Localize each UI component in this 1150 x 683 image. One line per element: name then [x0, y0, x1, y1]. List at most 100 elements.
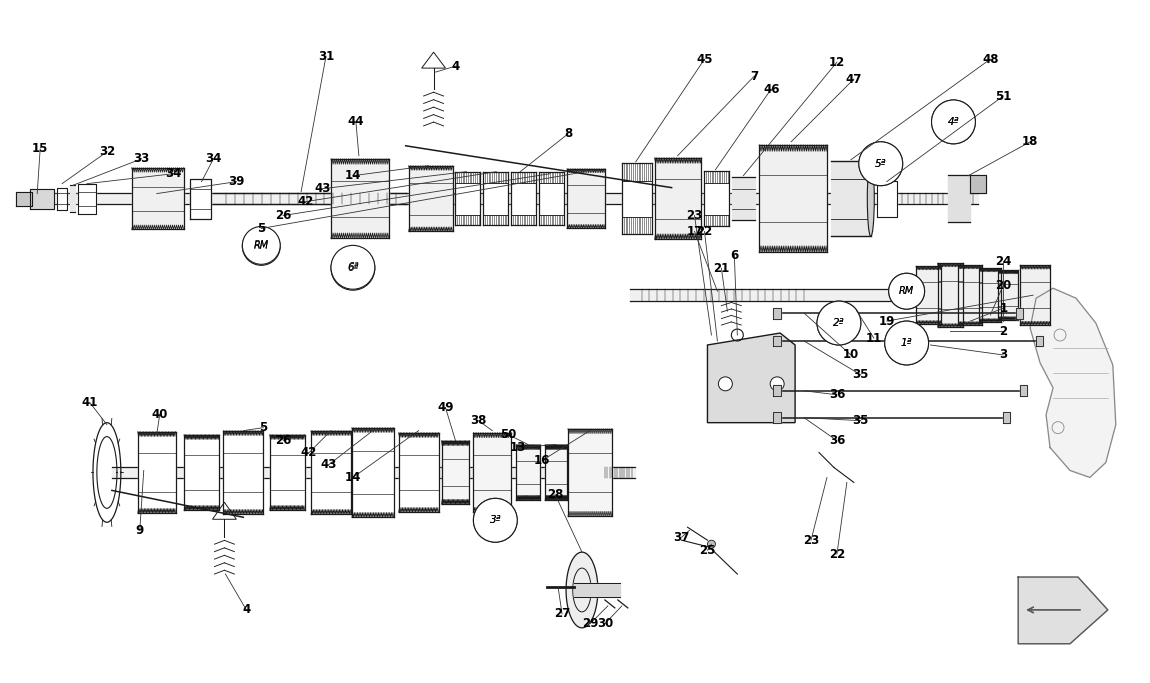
Polygon shape [1018, 577, 1107, 644]
Text: 4: 4 [243, 603, 251, 616]
Polygon shape [707, 333, 795, 423]
Text: 35: 35 [852, 414, 869, 427]
Text: 17: 17 [687, 225, 703, 238]
Circle shape [889, 273, 925, 309]
Text: 2ª: 2ª [833, 318, 844, 328]
Text: 18: 18 [1022, 135, 1038, 148]
Text: 25: 25 [699, 544, 715, 557]
Text: 48: 48 [982, 53, 998, 66]
Text: 36: 36 [829, 434, 845, 447]
Text: 12: 12 [829, 55, 845, 68]
Text: 26: 26 [275, 434, 291, 447]
Text: 14: 14 [345, 169, 361, 182]
Circle shape [859, 142, 903, 186]
Text: 31: 31 [317, 50, 335, 63]
Text: 6: 6 [730, 249, 738, 262]
Text: 42: 42 [298, 195, 314, 208]
Circle shape [770, 377, 784, 391]
Text: 41: 41 [82, 396, 98, 409]
Text: 22: 22 [829, 548, 845, 561]
Text: 43: 43 [315, 182, 331, 195]
Text: 4ª: 4ª [948, 117, 959, 127]
Text: 44: 44 [347, 115, 365, 128]
Text: 50: 50 [500, 428, 516, 441]
Text: 14: 14 [345, 471, 361, 484]
Circle shape [243, 227, 281, 265]
Text: 22: 22 [697, 225, 713, 238]
Polygon shape [566, 552, 598, 628]
Text: 6ª: 6ª [347, 262, 359, 273]
Text: 4ª: 4ª [948, 117, 959, 127]
Circle shape [474, 499, 518, 542]
Text: 27: 27 [554, 607, 570, 620]
Text: 4: 4 [451, 59, 460, 72]
Text: 5ª: 5ª [875, 158, 887, 169]
Text: 32: 32 [99, 145, 115, 158]
Text: 8: 8 [564, 127, 573, 140]
Text: 45: 45 [696, 53, 713, 66]
Text: 5: 5 [258, 222, 266, 235]
Text: 3ª: 3ª [490, 515, 501, 525]
Text: 15: 15 [32, 142, 48, 155]
Text: 10: 10 [843, 348, 859, 361]
Text: RM: RM [899, 286, 914, 296]
Text: RM: RM [254, 240, 269, 251]
Text: 36: 36 [829, 388, 845, 402]
Text: RM: RM [254, 241, 269, 251]
Text: 23: 23 [803, 533, 819, 546]
Text: 26: 26 [275, 209, 291, 222]
Text: 2: 2 [999, 324, 1007, 337]
Text: 49: 49 [437, 401, 454, 414]
Text: 19: 19 [879, 315, 895, 328]
Circle shape [932, 100, 975, 144]
Text: 5: 5 [259, 421, 268, 434]
Text: 21: 21 [713, 262, 729, 275]
Circle shape [816, 301, 861, 345]
Text: 43: 43 [321, 458, 337, 471]
Circle shape [884, 321, 928, 365]
Circle shape [859, 142, 903, 186]
Text: 51: 51 [995, 89, 1012, 102]
Text: 47: 47 [845, 72, 862, 85]
Text: 23: 23 [687, 209, 703, 222]
Text: 5ª: 5ª [875, 158, 887, 169]
Text: 35: 35 [852, 368, 869, 381]
Text: 1ª: 1ª [900, 338, 912, 348]
Text: 24: 24 [995, 255, 1012, 268]
Text: 1ª: 1ª [900, 338, 912, 348]
Circle shape [707, 540, 715, 548]
Text: 3: 3 [999, 348, 1007, 361]
Circle shape [719, 377, 733, 391]
Text: 1: 1 [999, 302, 1007, 315]
Ellipse shape [867, 161, 874, 236]
Circle shape [331, 245, 375, 289]
Text: 34: 34 [166, 167, 182, 180]
Text: 33: 33 [133, 152, 150, 165]
Text: 20: 20 [995, 279, 1011, 292]
Circle shape [884, 321, 928, 365]
Text: 9: 9 [136, 524, 144, 537]
Text: 13: 13 [511, 441, 527, 454]
Text: RM: RM [899, 286, 914, 296]
Text: 37: 37 [674, 531, 690, 544]
Text: 3ª: 3ª [490, 515, 501, 525]
Text: 6ª: 6ª [347, 264, 359, 273]
Text: 29: 29 [582, 617, 598, 630]
Circle shape [889, 273, 925, 309]
Text: 39: 39 [228, 175, 245, 188]
Text: 28: 28 [547, 488, 564, 501]
Circle shape [932, 100, 975, 144]
Text: 11: 11 [866, 331, 882, 344]
Text: 2ª: 2ª [833, 318, 844, 328]
Circle shape [243, 227, 281, 264]
Text: 34: 34 [206, 152, 222, 165]
Text: 40: 40 [152, 408, 168, 421]
Text: 42: 42 [301, 446, 317, 459]
Text: 46: 46 [762, 83, 780, 96]
Circle shape [331, 247, 375, 290]
Circle shape [816, 301, 861, 345]
Text: 38: 38 [470, 414, 486, 427]
Text: 16: 16 [534, 454, 551, 467]
Text: 30: 30 [597, 617, 613, 630]
Circle shape [474, 499, 518, 542]
